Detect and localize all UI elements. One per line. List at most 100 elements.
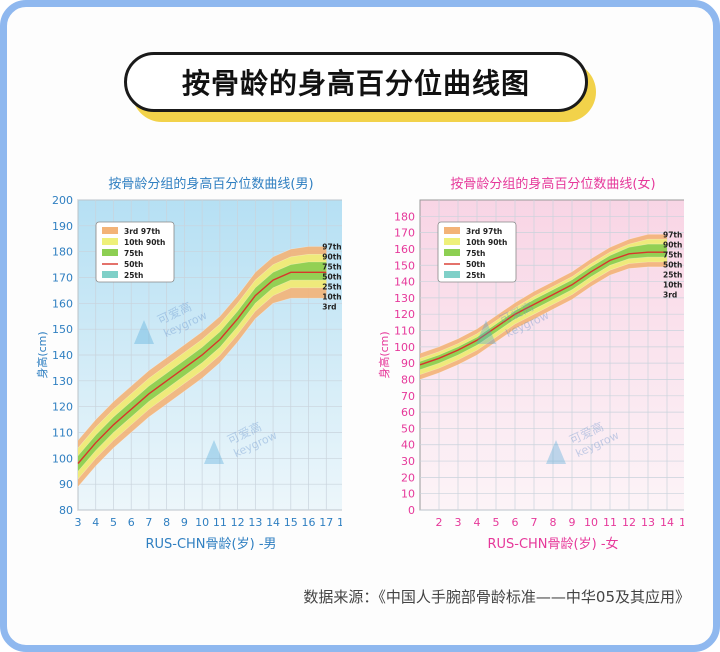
legend: 3rd 97th 10th 90th 75th 50th 25th [437,221,517,283]
legend-swatch [444,238,460,245]
y-tick-label: 160 [52,297,73,310]
source-note: 数据来源：《中国人手腕部骨龄标准——中华05及其应用》 [303,588,690,606]
y-tick-label: 170 [52,272,73,285]
x-tick-label: 3 [75,516,82,529]
watermark-logo [546,440,566,464]
x-tick-label: 17 [319,516,333,529]
series-line-10th [77,287,327,480]
y-tick-label: 140 [52,349,73,362]
curve-label-75th: 75th [322,263,341,272]
y-tick-label: 180 [52,246,73,259]
y-axis-label: 身高(cm) [35,331,49,378]
y-tick-label: 140 [394,276,415,289]
series-line-50th [419,251,667,366]
y-tick-label: 190 [52,220,73,233]
x-tick-label: 6 [512,516,519,529]
x-tick-label: 9 [181,516,188,529]
y-tick-label: 100 [52,452,73,465]
watermark-logo [134,320,154,344]
curve-label-3rd: 3rd [663,290,677,299]
legend-swatch [102,238,118,245]
y-tick-label: 110 [394,325,415,338]
legend-label: 3rd 97th [124,227,160,236]
y-tick-label: 180 [394,210,415,223]
x-tick-label: 4 [92,516,99,529]
y-tick-label: 100 [394,341,415,354]
legend-label: 10th 90th [466,238,507,247]
x-tick-label: 4 [474,516,481,529]
x-tick-label: 3 [455,516,462,529]
x-tick-label: 16 [302,516,316,529]
curve-label-50th: 50th [322,273,341,282]
curve-label-10th: 10th [322,293,341,302]
curve-label-3rd: 3rd [322,303,336,312]
series-line-3rd [419,266,667,380]
x-tick-label: 13 [248,516,262,529]
y-tick-label: 0 [408,504,415,517]
x-tick-label: 5 [493,516,500,529]
curve-label-50th: 50th [663,260,682,269]
y-tick-label: 40 [401,439,415,452]
legend-label: 75th [466,249,485,258]
y-tick-label: 70 [401,390,415,403]
y-tick-label: 200 [52,194,73,207]
x-tick-label: 11 [213,516,227,529]
x-tick-label: 14 [266,516,280,529]
x-tick-label: 5 [110,516,117,529]
series-line-97th [419,234,667,354]
legend-box [95,221,175,283]
legend-swatch [102,227,118,234]
y-tick-label: 150 [52,323,73,336]
y-tick-label: 60 [401,406,415,419]
y-tick-label: 80 [59,504,73,517]
y-tick-label: 120 [52,401,73,414]
page-title: 按骨龄的身高百分位曲线图 [181,67,530,100]
chart-title: 按骨龄分组的身高百分位数曲线(女) [450,176,655,192]
legend-swatch [444,227,460,234]
curve-label-90th: 90th [663,240,682,249]
legend-label: 50th [466,260,485,269]
x-tick-label: 12 [622,516,636,529]
curve-label-25th: 25th [322,283,341,292]
x-tick-label: 8 [550,516,557,529]
y-tick-label: 20 [401,471,415,484]
x-tick-label: 7 [531,516,538,529]
series-line-10th [419,261,667,375]
legend-swatch [444,249,460,256]
x-tick-label: 13 [641,516,655,529]
legend-label: 75th [124,249,143,258]
band-25th-75th [420,244,667,370]
x-tick-label: 15 [679,516,684,529]
chart-title: 按骨龄分组的身高百分位数曲线(男) [108,176,313,192]
y-tick-label: 110 [52,427,73,440]
series-line-97th [77,246,327,441]
curve-label-97th: 97th [663,230,682,239]
watermark-logo [476,320,496,344]
y-tick-label: 160 [394,243,415,256]
y-tick-label: 120 [394,308,415,321]
band-10th-90th [78,254,327,479]
curve-label-25th: 25th [663,270,682,279]
x-tick-label: 7 [145,516,152,529]
x-tick-label: 11 [603,516,617,529]
legend-label: 10th 90th [124,238,165,247]
y-tick-label: 90 [59,478,73,491]
x-axis-label: RUS-CHN骨龄(岁) -女 [487,536,618,552]
x-tick-label: 12 [231,516,245,529]
curve-label-90th: 90th [322,253,341,262]
curve-label-10th: 10th [663,280,682,289]
x-tick-label: 15 [284,516,298,529]
curve-label-75th: 75th [663,250,682,259]
y-tick-label: 150 [394,259,415,272]
x-tick-label: 14 [660,516,674,529]
series-line-75th [77,261,327,456]
y-tick-label: 10 [401,488,415,501]
series-line-75th [419,243,667,362]
chart-female: 按骨龄分组的身高百分位数曲线(女) 97th 90th 75th 50th 25th 10t… [364,170,684,560]
x-axis-label: RUS-CHN骨龄(岁) -男 [145,537,276,552]
y-tick-label: 50 [401,422,415,435]
legend-label: 25th [124,271,143,280]
y-tick-label: 130 [52,375,73,388]
series-line-3rd [77,297,327,487]
legend-box [437,221,517,283]
